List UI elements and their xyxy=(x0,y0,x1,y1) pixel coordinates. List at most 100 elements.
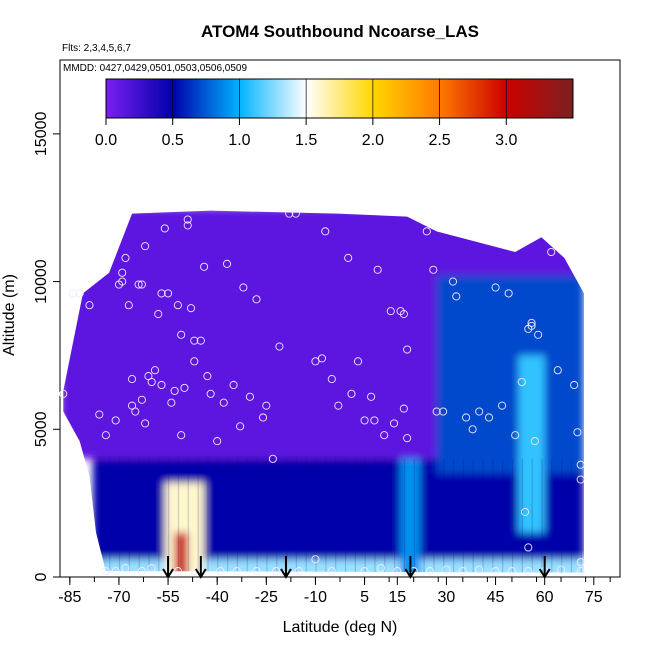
heatmap-streak xyxy=(285,458,288,573)
sample-point xyxy=(180,383,189,392)
x-tick-label: 30 xyxy=(438,589,456,606)
down-arrow-icon xyxy=(194,556,207,579)
x-tick-label: -85 xyxy=(58,589,81,606)
sample-point xyxy=(484,413,494,422)
heatmap-streak xyxy=(433,458,435,573)
sample-point xyxy=(222,259,232,268)
sample-point xyxy=(534,330,543,339)
heatmap-streak xyxy=(109,458,111,573)
sample-point xyxy=(111,567,120,576)
sample-point xyxy=(547,247,556,257)
sample-point xyxy=(321,227,330,236)
sample-point xyxy=(141,419,150,428)
sample-point xyxy=(124,301,133,310)
dates-label: MMDD: 0427,0429,0501,0503,0506,0509 xyxy=(63,63,247,74)
sample-point xyxy=(576,558,585,567)
heatmap-streak xyxy=(541,458,543,573)
colorbar-gradient xyxy=(105,78,574,119)
sample-point xyxy=(160,224,169,233)
sample-point xyxy=(272,567,281,576)
y-tick-label: 10000 xyxy=(33,259,50,304)
heatmap-streak xyxy=(482,458,484,573)
sample-point xyxy=(157,380,166,390)
x-tick-label: -55 xyxy=(157,589,180,606)
sample-point xyxy=(524,543,533,552)
heatmap-streak xyxy=(502,458,504,573)
sample-point xyxy=(426,567,435,576)
sample-point xyxy=(134,280,143,289)
sample-point xyxy=(511,431,520,440)
sample-point xyxy=(442,565,451,574)
heatmap-region xyxy=(174,532,188,573)
sample-point xyxy=(275,342,284,351)
x-tick-label: -10 xyxy=(304,589,327,606)
sample-point xyxy=(183,221,192,230)
heatmap-streak xyxy=(138,458,140,573)
sample-point xyxy=(524,567,533,576)
sample-point xyxy=(475,407,484,416)
sample-point xyxy=(452,292,461,301)
sample-point xyxy=(576,567,585,576)
sample-point xyxy=(311,555,320,564)
y-tick-label: 5000 xyxy=(33,411,50,447)
sample-point xyxy=(367,392,376,401)
sample-point xyxy=(118,268,127,277)
sample-point xyxy=(353,357,363,366)
sample-point xyxy=(236,422,245,431)
heatmap-region xyxy=(99,559,584,573)
x-tick-label: 60 xyxy=(536,589,554,606)
heatmap-streak xyxy=(325,458,327,573)
sample-point xyxy=(229,380,238,390)
sample-point xyxy=(213,437,222,446)
sample-point xyxy=(576,460,585,469)
heatmap-streak xyxy=(443,458,445,573)
sample-point xyxy=(85,301,94,310)
profile-arrows xyxy=(162,556,551,579)
x-tick-label: -25 xyxy=(255,589,278,606)
x-tick-label: -70 xyxy=(107,589,130,606)
sample-point xyxy=(344,253,353,262)
sample-points xyxy=(59,209,585,576)
heatmap-regions xyxy=(63,210,584,573)
heatmap-streak xyxy=(118,458,121,573)
sample-point xyxy=(127,375,137,384)
sample-point xyxy=(137,395,146,404)
sample-point xyxy=(268,454,277,463)
sample-point xyxy=(327,567,336,576)
sample-point xyxy=(186,304,196,313)
heatmap-region xyxy=(436,275,584,474)
heatmap-streak xyxy=(394,458,396,573)
heatmap-streak xyxy=(197,458,199,573)
y-tick-label: 15000 xyxy=(33,112,50,157)
sample-point xyxy=(203,372,212,381)
sample-point xyxy=(399,404,408,413)
sample-point xyxy=(121,253,130,262)
sample-point xyxy=(147,377,156,387)
sample-point xyxy=(164,289,173,298)
sample-point xyxy=(157,289,166,298)
sample-point xyxy=(196,336,205,345)
heatmap-streak xyxy=(266,458,268,573)
colorbar: 0.0 0.5 1.0 1.5 2.0 2.5 3.0 xyxy=(95,78,574,149)
sample-point xyxy=(317,354,327,363)
sample-point xyxy=(167,398,176,407)
sample-point xyxy=(458,567,467,576)
colorbar-tick-label: 1.0 xyxy=(228,132,250,149)
sample-point xyxy=(570,380,579,390)
sample-point xyxy=(327,375,336,384)
sample-point xyxy=(190,357,199,366)
heatmap-streak xyxy=(276,458,278,573)
heatmap-streak xyxy=(227,458,229,573)
sample-point xyxy=(403,434,412,443)
heatmap-streak xyxy=(217,458,219,573)
x-tick-label: 15 xyxy=(388,589,406,606)
heatmap-streak xyxy=(354,458,356,573)
y-tick-label: 0 xyxy=(33,572,50,581)
heatmap-streak xyxy=(472,458,474,573)
heatmap-streak xyxy=(580,458,582,573)
sample-point xyxy=(527,318,536,327)
sample-point xyxy=(200,262,209,271)
heatmap-streak xyxy=(148,458,150,573)
sample-point xyxy=(517,377,526,387)
